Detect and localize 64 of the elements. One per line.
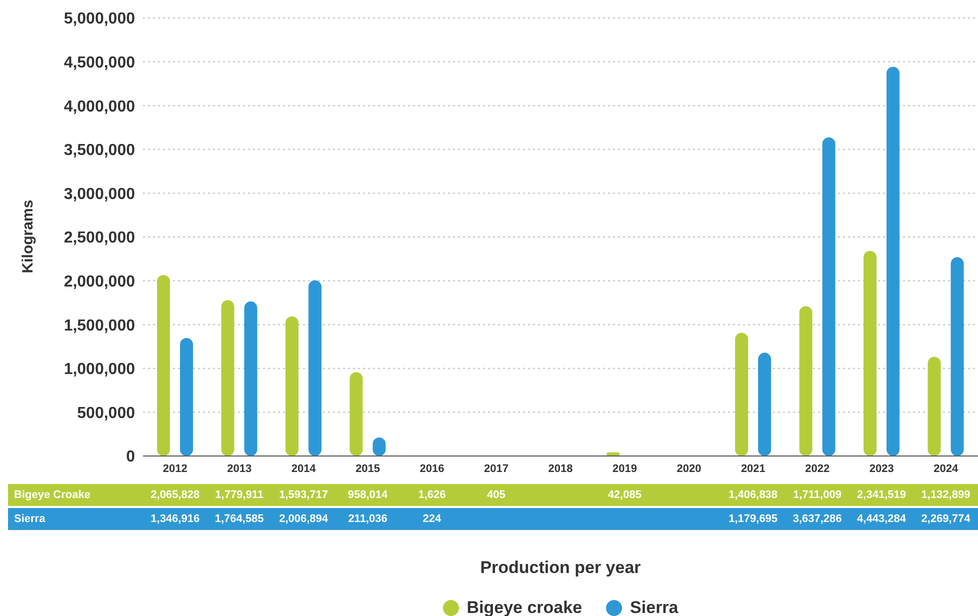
bar (221, 300, 234, 456)
y-tick-label: 4,000,000 (64, 98, 136, 116)
bar (799, 306, 812, 456)
data-label: 958,014 (346, 489, 389, 501)
bar (350, 372, 363, 456)
text: Bigeye Croake (13, 489, 92, 501)
data-label: 1,626 (417, 489, 447, 501)
data-label: 2,341,519 (856, 489, 907, 501)
data-label: 224 (422, 513, 442, 525)
y-tick-label: 3,000,000 (64, 186, 136, 203)
x-tick-label: 2022 (805, 462, 830, 475)
legend-label: Sierra (629, 598, 678, 616)
bar (950, 257, 964, 456)
x-tick-label: 2020 (676, 462, 702, 475)
x-tick-label: 2021 (740, 462, 766, 475)
x-tick-label: 2024 (934, 462, 959, 475)
bar (180, 338, 193, 456)
x-tick-label: 2014 (291, 462, 317, 475)
y-axis-title: Kilograms (20, 198, 36, 276)
bar (864, 250, 877, 456)
y-tick-label: 1,500,000 (64, 317, 136, 334)
x-axis-title: Production per year (479, 558, 642, 578)
y-tick-label: 5,000,000 (64, 10, 136, 28)
data-label: 2,065,828 (150, 489, 201, 501)
data-label: 42,085 (606, 489, 642, 501)
bar (157, 275, 170, 456)
bar (928, 356, 941, 456)
x-tick-label: 2012 (162, 462, 188, 475)
bar (244, 301, 258, 456)
data-label: 1,711,009 (792, 489, 842, 501)
x-tick-label: 2016 (420, 462, 444, 475)
x-tick-label: 2013 (227, 462, 252, 475)
data-label: 1,593,717 (278, 489, 330, 501)
bar (308, 280, 322, 456)
data-label: 1,406,838 (728, 489, 779, 501)
bar (758, 352, 772, 456)
text: Sierra (13, 513, 46, 525)
data-label: 4,443,284 (856, 513, 907, 525)
y-tick-label: 1,000,000 (64, 361, 136, 378)
data-label: 2,006,894 (278, 513, 330, 525)
data-label: 1,346,916 (150, 513, 201, 525)
x-tick-label: 2015 (356, 462, 380, 475)
y-tick-label: 4,500,000 (64, 54, 136, 72)
x-tick-label: 2017 (484, 462, 509, 475)
data-label: 1,132,899 (920, 489, 972, 501)
data-label: 1,179,695 (728, 513, 779, 525)
data-label: 405 (486, 489, 506, 501)
bar (886, 66, 900, 456)
bar (285, 316, 298, 456)
y-tick-label: 3,500,000 (64, 142, 136, 160)
data-label: 211,036 (347, 513, 388, 525)
data-label: 3,637,286 (792, 513, 843, 525)
x-tick-label: 2023 (869, 462, 894, 475)
data-label: 1,779,911 (214, 489, 264, 501)
y-tick-label: 2,500,000 (64, 230, 136, 247)
data-label: 2,269,774 (920, 513, 972, 525)
data-label: 1,764,585 (214, 513, 265, 525)
y-tick-label: 0 (126, 448, 136, 466)
y-tick-label: 500,000 (77, 404, 136, 422)
bar (822, 137, 836, 456)
x-tick-label: 2018 (548, 462, 573, 475)
y-tick-label: 2,000,000 (64, 273, 136, 290)
bar (735, 332, 748, 456)
x-tick-label: 2019 (612, 462, 637, 475)
